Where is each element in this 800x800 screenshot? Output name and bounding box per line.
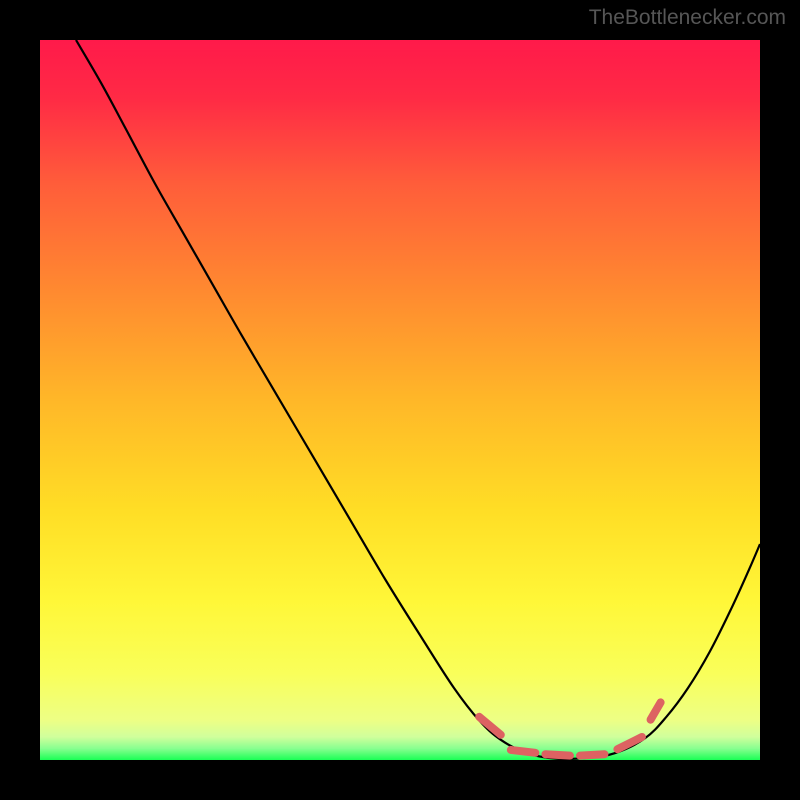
gradient-background (40, 40, 760, 760)
plot-area (40, 40, 760, 760)
plot-svg (40, 40, 760, 760)
chart-container: TheBottlenecker.com (0, 0, 800, 800)
watermark-text: TheBottlenecker.com (589, 6, 786, 30)
